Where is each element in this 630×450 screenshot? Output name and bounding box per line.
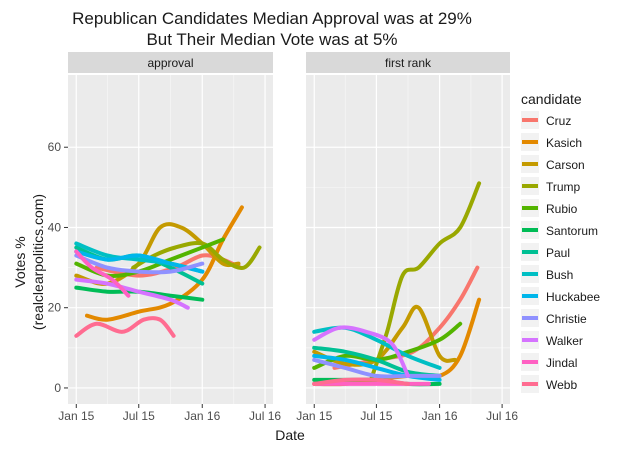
legend-label: Carson bbox=[546, 158, 585, 172]
series-line-carson bbox=[312, 304, 458, 367]
legend-swatch bbox=[522, 162, 538, 166]
y-axis: 0 20 40 60 bbox=[48, 140, 68, 395]
legend-label: Trump bbox=[546, 180, 581, 194]
y-tick-label: 0 bbox=[54, 381, 61, 395]
x-tick-label: Jul 15 bbox=[360, 409, 392, 423]
legend-title: candidate bbox=[521, 91, 582, 107]
y-axis-title-line-1: Votes % bbox=[12, 236, 28, 287]
series-line-paul bbox=[312, 345, 442, 378]
y-tick-label: 40 bbox=[48, 220, 62, 234]
legend-label: Santorum bbox=[546, 224, 598, 238]
y-axis-title-line-2: (realclearpolitics.com) bbox=[30, 194, 46, 330]
chart-title-line-1: Republican Candidates Median Approval wa… bbox=[72, 9, 472, 28]
legend-swatch bbox=[522, 250, 538, 254]
series-line-trump bbox=[368, 181, 482, 382]
legend-label: Cruz bbox=[546, 114, 571, 128]
x-tick-label: Jul 16 bbox=[249, 409, 281, 423]
legend-label: Jindal bbox=[546, 356, 577, 370]
x-tick-label: Jul 15 bbox=[123, 409, 155, 423]
legend-swatch bbox=[522, 338, 538, 342]
x-axis-title: Date bbox=[275, 427, 305, 443]
y-axis-title: Votes % (realclearpolitics.com) bbox=[12, 194, 46, 330]
series-line-walker bbox=[312, 325, 410, 378]
chart-title-line-2: But Their Median Vote was at 5% bbox=[146, 30, 397, 49]
facet-strip-label: approval bbox=[147, 56, 193, 70]
facet-strip-label: first rank bbox=[385, 56, 432, 70]
x-tick-label: Jan 16 bbox=[422, 409, 458, 423]
series-line-christie bbox=[74, 253, 205, 275]
legend-label: Christie bbox=[546, 312, 587, 326]
legend-swatch bbox=[522, 206, 538, 210]
x-tick-label: Jul 16 bbox=[486, 409, 518, 423]
legend-swatch bbox=[522, 272, 538, 276]
legend-label: Kasich bbox=[546, 136, 582, 150]
panel-first-rank: first rank Jan 15 Jul 15 Jan 16 Jul 16 bbox=[296, 52, 518, 423]
legend-swatch bbox=[522, 316, 538, 320]
series-line-jindal bbox=[74, 249, 131, 298]
legend-label: Bush bbox=[546, 268, 573, 282]
y-tick-label: 20 bbox=[48, 301, 62, 315]
legend-label: Paul bbox=[546, 246, 570, 260]
series-line-webb bbox=[74, 315, 176, 338]
x-tick-label: Jan 16 bbox=[184, 409, 220, 423]
x-tick-label: Jan 15 bbox=[58, 409, 94, 423]
x-tick-label: Jan 15 bbox=[296, 409, 332, 423]
legend: candidate Cruz Kasich Carson Trump Rubio Sant… bbox=[521, 91, 600, 393]
series-line-webb bbox=[312, 377, 410, 386]
panel-approval: approval Jan 15 Jul 15 Jan 16 Jul 16 bbox=[58, 52, 281, 423]
series-line-trump bbox=[131, 241, 262, 270]
legend-swatch bbox=[522, 228, 538, 232]
legend-swatch bbox=[522, 360, 538, 364]
legend-label: Rubio bbox=[546, 202, 578, 216]
facet-strip bbox=[306, 52, 510, 73]
series-line-walker bbox=[74, 277, 190, 310]
legend-swatch bbox=[522, 184, 538, 188]
legend-swatch bbox=[522, 294, 538, 298]
legend-swatch bbox=[522, 382, 538, 386]
series-line-rubio bbox=[312, 321, 463, 370]
legend-label: Walker bbox=[546, 334, 583, 348]
facet-strip bbox=[68, 52, 273, 73]
legend-label: Webb bbox=[546, 378, 577, 392]
legend-swatch bbox=[522, 118, 538, 122]
series-line-huckabee bbox=[74, 249, 205, 274]
legend-swatch bbox=[522, 140, 538, 144]
y-tick-label: 60 bbox=[48, 140, 62, 154]
legend-label: Huckabee bbox=[546, 290, 600, 304]
series-line-christie bbox=[312, 357, 442, 379]
